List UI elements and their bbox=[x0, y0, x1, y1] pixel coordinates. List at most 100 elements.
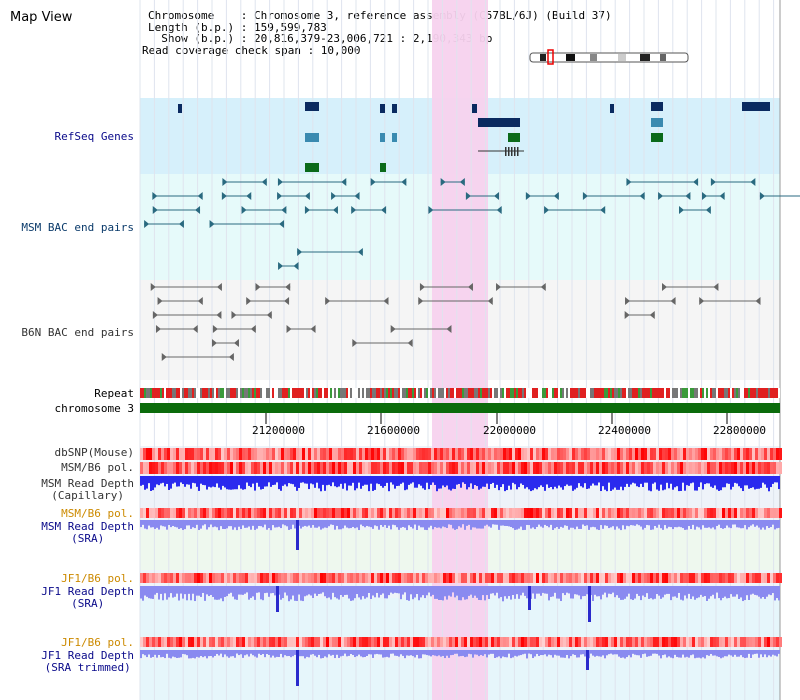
depth-bar bbox=[410, 476, 412, 484]
track-label-msm-pol[interactable]: MSM/B6 pol. bbox=[61, 461, 134, 474]
heat-cell bbox=[617, 637, 620, 647]
depth-bar bbox=[556, 586, 558, 599]
bac-end-marker bbox=[304, 206, 310, 214]
bac-end-marker bbox=[152, 311, 158, 319]
depth-bar bbox=[510, 586, 512, 600]
heat-cell bbox=[560, 573, 563, 583]
heat-cell bbox=[344, 573, 347, 583]
heat-cell bbox=[455, 462, 458, 474]
heat-cell bbox=[545, 448, 548, 460]
depth-bar bbox=[468, 476, 470, 488]
repeat-segment bbox=[248, 388, 250, 398]
depth-bar bbox=[706, 476, 708, 484]
repeat-segment bbox=[330, 388, 332, 398]
depth-bar bbox=[622, 586, 624, 600]
heat-cell bbox=[644, 448, 647, 460]
depth-bar bbox=[312, 650, 314, 655]
heat-cell bbox=[386, 462, 389, 474]
heat-cell bbox=[770, 462, 773, 474]
depth-bar bbox=[586, 520, 588, 526]
heat-cell bbox=[704, 448, 707, 460]
heat-cell bbox=[740, 508, 743, 518]
depth-bar bbox=[370, 476, 372, 484]
depth-bar bbox=[178, 520, 180, 529]
bac-end-marker bbox=[228, 353, 234, 361]
repeat-segment bbox=[424, 388, 426, 398]
heat-cell bbox=[248, 448, 251, 460]
depth-bar bbox=[640, 476, 642, 484]
depth-bar bbox=[650, 586, 652, 599]
depth-bar bbox=[384, 650, 386, 658]
depth-bar bbox=[666, 520, 668, 529]
track-label-dbsnp[interactable]: dbSNP(Mouse) bbox=[54, 446, 134, 459]
repeat-segment bbox=[142, 388, 144, 398]
heat-cell bbox=[362, 637, 365, 647]
heat-cell bbox=[644, 462, 647, 474]
bac-end-marker bbox=[178, 220, 184, 228]
depth-bar bbox=[242, 476, 244, 490]
track-label-jf1-depth[interactable]: JF1 Read Depth (SRA) bbox=[41, 586, 134, 610]
repeat-segment bbox=[322, 388, 324, 398]
depth-bar bbox=[548, 476, 550, 488]
heat-cell bbox=[725, 573, 728, 583]
repeat-segment bbox=[180, 388, 182, 398]
depth-bar bbox=[510, 476, 512, 490]
depth-bar bbox=[206, 476, 208, 490]
depth-bar bbox=[496, 650, 498, 658]
heat-cell bbox=[485, 462, 488, 474]
track-label-msm-depth-capillary[interactable]: MSM Read Depth (Capillary) bbox=[41, 478, 134, 502]
repeat-segment bbox=[508, 388, 510, 398]
depth-bar bbox=[428, 476, 430, 490]
depth-bar bbox=[610, 476, 612, 491]
depth-bar bbox=[546, 586, 548, 594]
depth-bar bbox=[352, 586, 354, 601]
depth-bar bbox=[704, 476, 706, 485]
depth-bar bbox=[174, 650, 176, 658]
heat-cell bbox=[197, 637, 200, 647]
depth-bar bbox=[750, 520, 752, 526]
heat-cell bbox=[527, 573, 530, 583]
heat-cell bbox=[176, 573, 179, 583]
depth-bar bbox=[358, 476, 360, 483]
depth-bar bbox=[688, 650, 690, 658]
depth-bar bbox=[400, 650, 402, 655]
track-label-msm-pol-2[interactable]: MSM/B6 pol. bbox=[61, 507, 134, 520]
depth-bar bbox=[722, 476, 724, 488]
depth-bar bbox=[534, 586, 536, 599]
track-label-jf1-pol-2[interactable]: JF1/B6 pol. bbox=[61, 636, 134, 649]
depth-bar bbox=[172, 520, 174, 526]
repeat-segment bbox=[406, 388, 408, 398]
repeat-segment bbox=[394, 388, 396, 398]
gene-exon bbox=[508, 147, 510, 156]
depth-bar bbox=[380, 586, 382, 595]
track-label-msm-bac[interactable]: MSM BAC end pairs bbox=[21, 221, 134, 234]
heat-cell bbox=[599, 462, 602, 474]
track-label-msm-depth-sra[interactable]: MSM Read Depth (SRA) bbox=[41, 521, 134, 545]
depth-bar bbox=[512, 650, 514, 658]
track-label-b6n-bac[interactable]: B6N BAC end pairs bbox=[21, 326, 134, 339]
depth-bar bbox=[400, 520, 402, 528]
repeat-segment bbox=[544, 388, 546, 398]
heat-cell bbox=[497, 448, 500, 460]
depth-bar bbox=[308, 520, 310, 526]
repeat-segment bbox=[348, 388, 350, 398]
bac-end-marker bbox=[310, 325, 316, 333]
track-label-jf1-pol[interactable]: JF1/B6 pol. bbox=[61, 572, 134, 585]
axis-tick-label: 21600000 bbox=[367, 424, 420, 437]
heat-cell bbox=[308, 508, 311, 518]
depth-bar bbox=[376, 650, 378, 654]
track-label-jf1-trimmed[interactable]: JF1 Read Depth (SRA trimmed) bbox=[41, 650, 134, 674]
heat-cell bbox=[209, 508, 212, 518]
heat-cell bbox=[773, 462, 776, 474]
track-label-refseq-genes[interactable]: RefSeq Genes bbox=[54, 130, 134, 143]
depth-bar bbox=[632, 476, 634, 483]
depth-bar bbox=[154, 520, 156, 529]
depth-bar bbox=[730, 520, 732, 529]
depth-bar bbox=[178, 650, 180, 658]
heat-cell bbox=[476, 637, 479, 647]
depth-bar bbox=[490, 650, 492, 654]
depth-bar bbox=[472, 650, 474, 658]
depth-bar bbox=[286, 586, 288, 596]
heat-cell bbox=[224, 462, 227, 474]
heat-cell bbox=[332, 573, 335, 583]
